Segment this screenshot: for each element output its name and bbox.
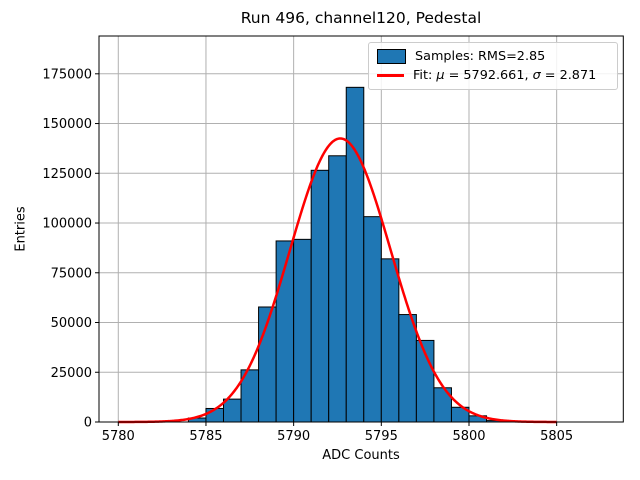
histogram-bar xyxy=(222,398,242,423)
chart-title: Run 496, channel120, Pedestal xyxy=(240,9,482,27)
y-tick-label: 50000 xyxy=(51,316,92,331)
legend-samples-label: Samples: RMS=2.85 xyxy=(415,49,546,64)
x-tick-label: 5790 xyxy=(277,429,310,444)
histogram-bar xyxy=(380,258,400,423)
x-axis-label: ADC Counts xyxy=(322,448,400,463)
histogram-bar xyxy=(363,216,382,423)
fit-curve xyxy=(117,137,558,424)
histogram-bar xyxy=(398,314,417,423)
histogram-bar xyxy=(345,86,365,423)
x-tick-label: 5805 xyxy=(540,429,573,444)
y-tick-label: 100000 xyxy=(42,217,92,232)
plot-frame xyxy=(98,35,624,423)
samples-swatch-icon xyxy=(377,49,406,64)
y-tick-label: 75000 xyxy=(51,266,92,281)
x-tick-label: 5785 xyxy=(189,429,222,444)
y-tick-label: 150000 xyxy=(42,117,92,132)
legend-fit-label: Fit: μ = 5792.661, σ = 2.871 xyxy=(413,68,597,83)
legend-entry-samples: Samples: RMS=2.85 xyxy=(377,47,609,66)
histogram-bar xyxy=(310,169,330,423)
histogram-bar xyxy=(328,155,347,423)
y-tick-label: 175000 xyxy=(42,67,92,82)
y-tick-label: 25000 xyxy=(51,366,92,381)
sigma-symbol: σ xyxy=(532,68,541,83)
legend-entry-fit: Fit: μ = 5792.661, σ = 2.871 xyxy=(377,66,609,85)
histogram-bar xyxy=(293,238,312,423)
fit-line-icon xyxy=(377,74,404,77)
y-tick-label: 0 xyxy=(84,416,92,431)
x-tick-label: 5795 xyxy=(365,429,398,444)
legend: Samples: RMS=2.85 Fit: μ = 5792.661, σ =… xyxy=(368,42,618,90)
y-axis-label: Entries xyxy=(13,206,29,252)
y-tick-label: 125000 xyxy=(42,167,92,182)
x-tick-label: 5780 xyxy=(102,429,135,444)
mu-symbol: μ xyxy=(436,68,445,83)
x-tick-label: 5800 xyxy=(452,429,485,444)
